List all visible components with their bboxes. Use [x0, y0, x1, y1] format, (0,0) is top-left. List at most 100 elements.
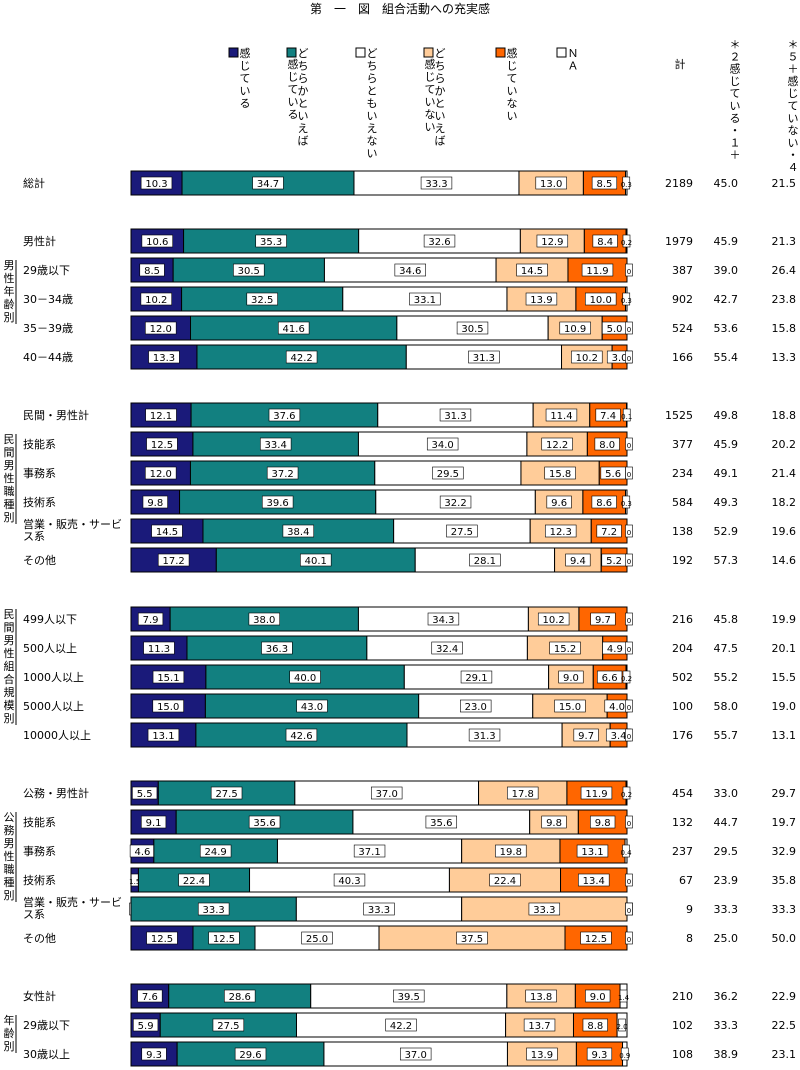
row-total: 192	[672, 554, 693, 567]
value-label: 0	[627, 355, 631, 363]
bar-segment	[547, 315, 603, 341]
bar-segment	[130, 286, 183, 312]
value-label: 13.9	[531, 1050, 553, 1061]
value-label: 12.2	[546, 440, 568, 451]
value-label-box	[625, 437, 633, 451]
value-label-box	[248, 815, 281, 829]
value-label: 32.2	[444, 498, 466, 509]
value-label-box	[147, 728, 180, 742]
value-label: 31.3	[444, 411, 466, 422]
row-disagree: 35.8	[772, 874, 797, 887]
value-label: 32.4	[436, 644, 458, 655]
value-label: 33.3	[425, 179, 447, 190]
row-total: 2189	[665, 177, 693, 190]
value-label: 33.4	[265, 440, 287, 451]
chart-row: 技能系 9.1 35.6 35.6 9.8 9.8 0 132 44.7 19.7	[23, 809, 796, 835]
row-agree: 47.5	[714, 642, 739, 655]
row-agree: 45.9	[714, 235, 739, 248]
row-agree: 57.3	[714, 554, 739, 567]
value-label-box	[622, 176, 631, 190]
value-label-box	[559, 321, 591, 335]
chart-row: 499人以下 7.9 38.0 34.3 10.2 9.7 0 216 45.8 19.9	[23, 606, 796, 632]
row-agree: 52.9	[714, 525, 739, 538]
value-label-box	[544, 466, 576, 480]
value-label: 0	[627, 936, 631, 944]
chart-row: 総計 10.3 34.7 33.3 13.0 8.5 0.3 2189 45.0 21.5	[23, 170, 796, 196]
value-label: 39.6	[267, 498, 289, 509]
row-disagree: 14.6	[772, 554, 797, 567]
value-label: 31.3	[473, 353, 495, 364]
value-label-box	[581, 263, 614, 277]
value-label-box	[370, 786, 403, 800]
value-label-box	[423, 234, 456, 248]
value-label: 9.6	[551, 498, 567, 509]
legend-label-s5: 感じていない	[507, 47, 518, 123]
value-label: 29.6	[239, 1050, 261, 1061]
value-label: 35.6	[253, 818, 275, 829]
value-label: 12.1	[150, 411, 172, 422]
chart-row: 女性計 7.6 28.6 39.5 13.8 9.0 1.4 210 36.2 22.9	[23, 983, 796, 1009]
value-label-box	[446, 524, 478, 538]
value-label-box	[549, 641, 581, 655]
chart-row: 10000人以上 13.1 42.6 31.3 9.7 3.4 0 176 55.7 13.1	[23, 722, 797, 748]
legend-swatch-s6	[556, 47, 567, 58]
value-label: 33.3	[368, 905, 390, 916]
row-label: 29歳以下	[23, 1019, 70, 1032]
row-disagree: 13.1	[772, 729, 797, 742]
value-label: 36.3	[266, 644, 288, 655]
value-label-box	[199, 844, 232, 858]
row-disagree: 21.4	[772, 467, 797, 480]
value-label: 14.5	[521, 266, 543, 277]
value-label-box	[507, 786, 539, 800]
col-header-agree: ＊２感じている・１＋	[730, 38, 741, 162]
value-label: 7.6	[142, 992, 158, 1003]
value-label-box	[425, 815, 458, 829]
value-label: 7.4	[600, 411, 616, 422]
value-label: 17.2	[163, 556, 185, 567]
chart-row: 5000人以上 15.0 43.0 23.0 15.0 4.0 0 100 58.0 19.0	[23, 693, 796, 719]
value-label: 30.5	[461, 324, 483, 335]
value-label-box	[622, 786, 631, 800]
value-label-box	[456, 931, 488, 945]
row-label: 事務系	[23, 466, 56, 480]
row-total: 454	[672, 787, 693, 800]
value-label: 0	[627, 529, 631, 537]
value-label-box	[399, 1047, 432, 1061]
value-label-box	[432, 466, 464, 480]
value-label-box	[625, 728, 633, 742]
value-label: 40.3	[338, 876, 360, 887]
value-label: 24.9	[205, 847, 227, 858]
value-label: 32.5	[251, 295, 273, 306]
bar-segment	[130, 228, 185, 254]
row-total: 234	[672, 467, 693, 480]
value-label-box	[625, 902, 633, 916]
row-disagree: 19.6	[772, 525, 797, 538]
row-label: 女性計	[23, 989, 56, 1003]
value-label: 12.0	[150, 324, 172, 335]
value-label-box	[385, 1018, 417, 1032]
value-label: 0.1	[621, 413, 632, 421]
row-disagree: 20.2	[772, 438, 797, 451]
value-label-box	[625, 321, 633, 335]
value-label-box	[523, 1018, 556, 1032]
row-agree: 25.0	[714, 932, 739, 945]
value-label-box	[140, 176, 173, 190]
value-label: 0	[627, 471, 631, 479]
row-label: その他	[23, 932, 56, 945]
value-label-box	[420, 176, 453, 190]
value-label-box	[625, 641, 633, 655]
row-label: 40－44歳	[23, 351, 73, 364]
value-label: 0.2	[621, 791, 632, 799]
value-label-box	[625, 931, 633, 945]
value-label: 34.7	[257, 179, 279, 190]
chart-row: 事務系 4.6 24.9 37.1 19.8 13.1 0.4 237 29.5 32.9	[23, 838, 796, 864]
bar-segment	[130, 606, 171, 632]
value-label: 12.0	[150, 469, 172, 480]
value-label-box	[546, 495, 572, 509]
row-agree: 55.7	[714, 729, 739, 742]
value-label: 0.2	[621, 239, 632, 247]
value-label: 10.2	[145, 295, 167, 306]
value-label: 37.6	[273, 411, 295, 422]
value-label: 10.2	[576, 353, 598, 364]
value-label: 15.2	[554, 644, 576, 655]
